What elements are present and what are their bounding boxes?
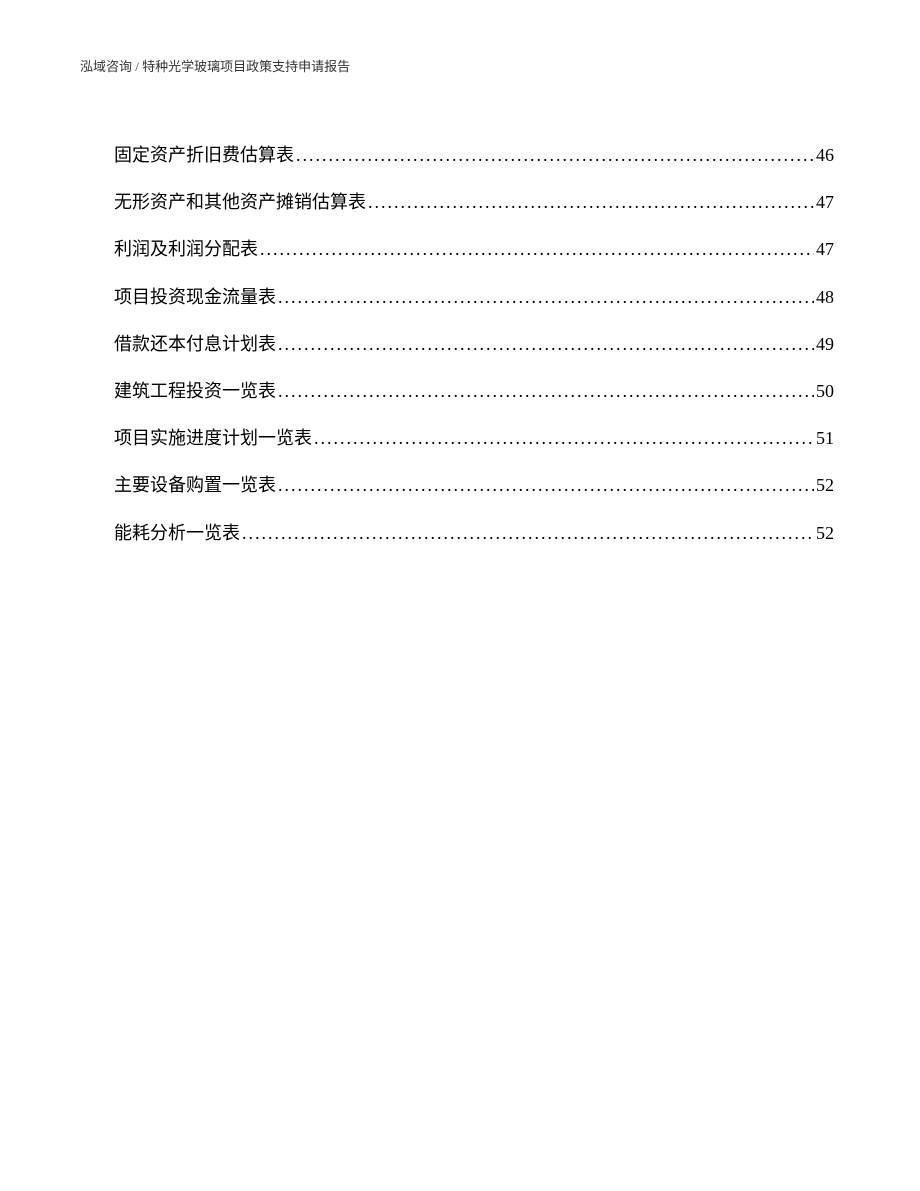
- toc-entry: 能耗分析一览表 52: [114, 521, 834, 546]
- toc-leader-dots: [242, 521, 814, 546]
- toc-entry-page: 46: [816, 143, 834, 168]
- page-container: 泓域咨询 / 特种光学玻璃项目政策支持申请报告 固定资产折旧费估算表 46 无形…: [0, 0, 920, 648]
- document-header: 泓域咨询 / 特种光学玻璃项目政策支持申请报告: [80, 56, 840, 75]
- toc-entry-title: 固定资产折旧费估算表: [114, 143, 294, 168]
- toc-leader-dots: [278, 379, 814, 404]
- toc-entry-title: 能耗分析一览表: [114, 521, 240, 546]
- toc-entry: 项目投资现金流量表 48: [114, 285, 834, 310]
- table-of-contents: 固定资产折旧费估算表 46 无形资产和其他资产摊销估算表 47 利润及利润分配表…: [80, 143, 840, 546]
- toc-leader-dots: [278, 332, 814, 357]
- toc-entry-title: 建筑工程投资一览表: [114, 379, 276, 404]
- toc-entry: 主要设备购置一览表 52: [114, 473, 834, 498]
- toc-entry-page: 49: [816, 332, 834, 357]
- toc-entry-page: 50: [816, 379, 834, 404]
- toc-leader-dots: [296, 143, 814, 168]
- toc-entry: 建筑工程投资一览表 50: [114, 379, 834, 404]
- toc-entry-page: 48: [816, 285, 834, 310]
- toc-entry-title: 主要设备购置一览表: [114, 473, 276, 498]
- toc-entry: 固定资产折旧费估算表 46: [114, 143, 834, 168]
- toc-entry-page: 47: [816, 190, 834, 215]
- toc-leader-dots: [260, 237, 814, 262]
- toc-leader-dots: [278, 473, 814, 498]
- toc-entry-title: 项目投资现金流量表: [114, 285, 276, 310]
- toc-entry-page: 47: [816, 237, 834, 262]
- toc-entry: 利润及利润分配表 47: [114, 237, 834, 262]
- toc-entry-title: 无形资产和其他资产摊销估算表: [114, 190, 366, 215]
- toc-entry-page: 52: [816, 521, 834, 546]
- toc-entry-title: 借款还本付息计划表: [114, 332, 276, 357]
- toc-entry-page: 51: [816, 426, 834, 451]
- toc-entry-title: 利润及利润分配表: [114, 237, 258, 262]
- toc-entry: 项目实施进度计划一览表 51: [114, 426, 834, 451]
- toc-entry: 无形资产和其他资产摊销估算表 47: [114, 190, 834, 215]
- toc-leader-dots: [278, 285, 814, 310]
- toc-entry-page: 52: [816, 473, 834, 498]
- toc-leader-dots: [314, 426, 814, 451]
- toc-entry-title: 项目实施进度计划一览表: [114, 426, 312, 451]
- toc-leader-dots: [368, 190, 814, 215]
- toc-entry: 借款还本付息计划表 49: [114, 332, 834, 357]
